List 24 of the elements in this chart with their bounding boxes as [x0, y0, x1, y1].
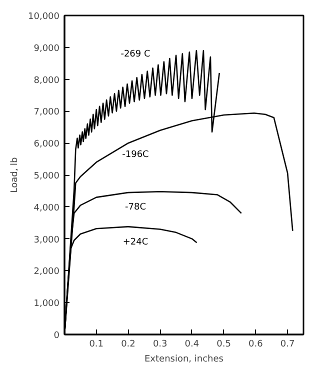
- x-tick-label: 0.5: [216, 340, 232, 350]
- y-tick-label: 8,000: [34, 76, 60, 86]
- y-tick-label: 2,000: [34, 267, 60, 278]
- y-tick-label: 4,000: [34, 203, 60, 214]
- x-axis-title: Extension, inches: [144, 354, 224, 364]
- x-tick-label: 0.4: [184, 340, 200, 350]
- x-tick-label: 0.1: [89, 340, 104, 350]
- y-tick-label: 1,000: [34, 299, 60, 310]
- series-label: -269 C: [120, 49, 150, 60]
- y-axis-title: Load, lb: [10, 156, 20, 193]
- x-tick-label: 0.6: [248, 340, 264, 350]
- y-tick-label: 7,000: [34, 108, 60, 118]
- series-label: -196C: [122, 150, 149, 160]
- y-tick-label: 10,000: [28, 12, 60, 22]
- x-tick-label: 0.2: [121, 340, 136, 350]
- y-tick-label: 0: [54, 331, 60, 341]
- y-tick-label: 9,000: [34, 44, 60, 54]
- series-label: +24C: [122, 237, 148, 248]
- y-tick-label: 3,000: [34, 235, 60, 246]
- x-tick-label: 0.3: [152, 340, 168, 350]
- y-tick-label: 5,000: [34, 172, 60, 182]
- y-tick-label: 6,000: [34, 140, 60, 150]
- series-label: -78C: [124, 202, 146, 212]
- x-tick-label: 0.7: [280, 340, 295, 350]
